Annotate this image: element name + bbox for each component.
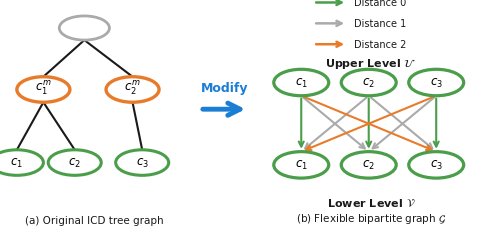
Text: $c_3$: $c_3$ — [430, 159, 442, 172]
Text: (a) Original ICD tree graph: (a) Original ICD tree graph — [25, 215, 163, 225]
Text: $c_3$: $c_3$ — [430, 77, 442, 90]
Text: Distance 1: Distance 1 — [354, 19, 406, 29]
Text: $c_1$: $c_1$ — [295, 159, 308, 172]
Circle shape — [59, 17, 109, 41]
Text: $c_3$: $c_3$ — [136, 156, 148, 169]
Text: $c_1^m$: $c_1^m$ — [35, 79, 52, 97]
Text: Upper Level $\mathcal{U}$: Upper Level $\mathcal{U}$ — [325, 57, 417, 70]
Text: $c_1$: $c_1$ — [11, 156, 23, 169]
Circle shape — [409, 152, 464, 178]
Text: Lower Level $\mathcal{V}$: Lower Level $\mathcal{V}$ — [327, 196, 415, 208]
Text: $c_2$: $c_2$ — [68, 156, 81, 169]
Circle shape — [409, 70, 464, 96]
Text: Distance 2: Distance 2 — [354, 40, 407, 50]
Circle shape — [0, 150, 43, 176]
Circle shape — [274, 70, 329, 96]
Text: $c_2^m$: $c_2^m$ — [124, 79, 141, 97]
Text: Modify: Modify — [201, 81, 248, 94]
Circle shape — [116, 150, 169, 176]
Text: $c_2$: $c_2$ — [362, 77, 375, 90]
Text: Distance 0: Distance 0 — [354, 0, 406, 9]
Circle shape — [274, 152, 329, 178]
Circle shape — [341, 70, 396, 96]
Circle shape — [48, 150, 101, 176]
Circle shape — [341, 152, 396, 178]
Text: $c_2$: $c_2$ — [362, 159, 375, 172]
Circle shape — [17, 77, 70, 103]
Text: (b) Flexible bipartite graph $\mathcal{G}$: (b) Flexible bipartite graph $\mathcal{G… — [296, 211, 446, 225]
Text: $c_1$: $c_1$ — [295, 77, 308, 90]
Circle shape — [106, 77, 159, 103]
